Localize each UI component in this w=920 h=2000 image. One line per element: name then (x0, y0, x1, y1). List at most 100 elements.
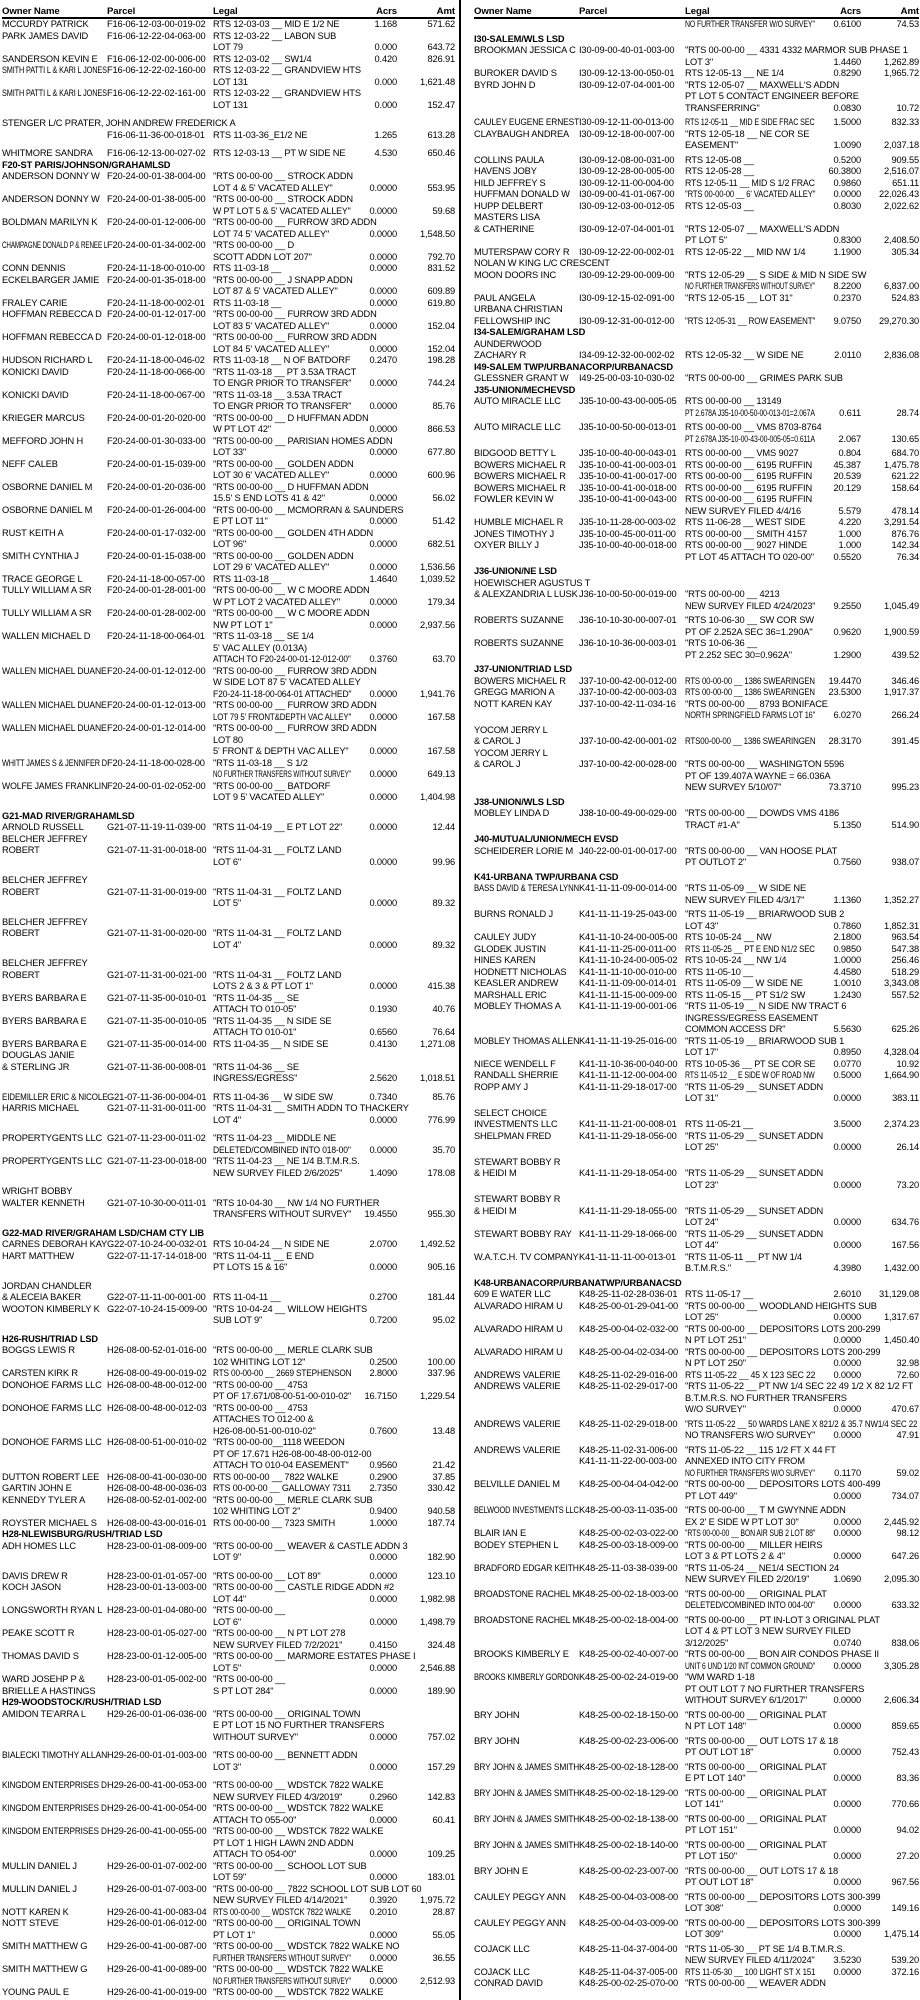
parcel-cell: F20-24-00-01-34-002-00 (107, 240, 206, 250)
legal-cell: "RTS 00-00-00 __ WDSTCK 7822 WALKE (213, 1826, 384, 1836)
amount-cell (397, 482, 455, 494)
amount-cell (861, 1563, 919, 1575)
acres-cell: 1.0000 (369, 1517, 397, 1528)
amount-cell (861, 1540, 919, 1552)
acres-cell (815, 1108, 861, 1120)
table-row: PT OUT LOT 7 NO FURTHER TRANSFERS (474, 1684, 919, 1696)
parcel-cell: K48-25-00-04-02-032-00 (579, 1323, 679, 1334)
parcel-cell: F20-24-11-18-00-067-00 (107, 389, 205, 400)
owner-cell: BYRD JOHN D (474, 79, 536, 90)
table-row: NOLAN W KING L/C CRESCENT (474, 258, 919, 270)
acres-cell (815, 304, 861, 316)
table-row: BIDGOOD BETTY L J35-10-00-40-00-043-01 RTS… (474, 448, 919, 460)
table-row: WOOTON KIMBERLY K G22-07-10-24-15-009-00 "… (2, 1304, 455, 1316)
parcel-cell (579, 725, 685, 737)
parcel-cell: J35-10-00-41-00-003-01 (579, 459, 677, 470)
amount-cell: 89.32 (432, 939, 455, 950)
parcel-cell: G22-07-11-11-00-001-00 (107, 1292, 206, 1302)
parcel-cell: F20-24-00-01-17-032-00 (107, 527, 206, 538)
amount-cell: 32.98 (896, 1358, 919, 1368)
parcel-cell (107, 1115, 213, 1127)
owner-cell (2, 183, 107, 195)
acres-cell (351, 1345, 397, 1357)
legal-cell: N PT LOT 251" (685, 1335, 746, 1345)
owner-cell (2, 1391, 107, 1403)
table-row: CHAMPAGNE DONALD P & RENEE L F20-24-00-01… (2, 240, 455, 252)
amount-cell (861, 1814, 919, 1826)
amount-cell: 734.07 (891, 1490, 919, 1501)
acres-cell (351, 1720, 397, 1732)
table-row: NOTT STEVE H29-26-00-01-06-012-00 "RTS 00-… (2, 1918, 455, 1930)
legal-cell: LOT 4 & PT LOT 3 NEW SURVEY FILED (685, 1626, 851, 1636)
parcel-cell: K48-25-00-02-18-150-00 (579, 1709, 679, 1720)
legal-cell: "RTS 11-05-24 __ NE1/4 SECTION 24 (685, 1562, 840, 1573)
table-row: NOTT KAREN KAY J37-10-00-42-11-034-16 "RTS… (474, 699, 919, 711)
amount-cell: 60.41 (432, 1814, 455, 1825)
acres-cell (351, 735, 397, 747)
legal-cell: NEW SURVEY FILED 7/2/2021" (213, 1639, 343, 1650)
parcel-cell (579, 1024, 685, 1036)
table-row: NEW SURVEY FILED 7/2/2021" 0.4150 324.48 (2, 1640, 455, 1652)
parcel-cell (579, 1600, 685, 1612)
legal-cell: "RTS 11-04-23 __ NE 1/4 B.T.M.R.S. (213, 1156, 360, 1166)
spacer-row (2, 951, 455, 958)
acres-cell (351, 1437, 397, 1449)
table-row: WITHOUT SURVEY 6/1/2017" 0.0000 2,606.34 (474, 1695, 919, 1707)
table-row: ROBERT G21-07-11-31-00-018-00 "RTS 11-04-3… (2, 845, 455, 857)
owner-cell: KEASLER ANDREW (474, 978, 559, 988)
legal-cell: PT LOT 1 HIGH LAWN 2ND ADDN (213, 1837, 354, 1848)
acres-cell: 1.0090 (833, 140, 861, 150)
acres-cell (351, 413, 397, 425)
owner-cell: BRIELLE A HASTINGS (2, 1685, 96, 1696)
parcel-cell (579, 1955, 685, 1967)
owner-cell (474, 1877, 579, 1889)
legal-cell: PT 2.252 SEC 30=0.962A" (685, 649, 792, 660)
amount-cell (861, 1206, 919, 1218)
table-row: WALTER KENNETH G21-07-10-30-00-011-01 "RTS… (2, 1198, 455, 1210)
owner-cell: PEAKE SCOTT R (2, 1628, 75, 1638)
table-row: PT 2.678A J35-10-00-43-00-005-05=0.611A 2… (474, 434, 919, 446)
table-row: 609 E WATER LLC K48-25-11-02-28-036-01 RTS… (474, 1289, 919, 1301)
amount-cell (397, 1964, 455, 1976)
table-row: ALVARADO HIRAM U K48-25-00-04-02-034-00 "R… (474, 1347, 919, 1359)
parcel-cell: H29-26-00-41-00-087-00 (107, 1941, 207, 1951)
owner-cell (474, 1312, 579, 1324)
legal-cell: RTS 11-05-25 __ PT E END N1/2 SEC (685, 943, 815, 954)
parcel-cell: H26-08-00-43-00-016-01 (107, 1517, 207, 1528)
table-row: SMITH MATTHEW G H29-26-00-41-00-089-00 "RT… (2, 1964, 455, 1976)
legal-cell: UNIT 6 UND 1/20 INT COMMON GROUND" (685, 1660, 816, 1671)
acres-cell: 0.0000 (833, 1093, 861, 1103)
parcel-cell: K48-25-00-02-25-070-00 (579, 1978, 679, 1988)
owner-cell (474, 506, 579, 518)
section-header-row: H28-NLEWISBURG/RUSH/TRIAD LSD (2, 1529, 455, 1541)
table-row: INGRESS/EGRESS EASEMENT (474, 1013, 919, 1025)
parcel-cell: G21-07-11-36-00-004-01 (107, 1091, 207, 1102)
parcel-cell: I30-09-00-40-01-003-00 (579, 45, 675, 55)
table-row: MARSHALL ERIC K41-11-11-15-00-009-00 RTS 1… (474, 990, 919, 1002)
amount-cell (861, 494, 919, 506)
parcel-cell: H26-08-00-52-01-016-00 (107, 1345, 207, 1355)
amount-cell: 83.36 (896, 1773, 919, 1783)
owner-cell (2, 1720, 107, 1732)
owner-cell: MEFFORD JOHN H (2, 435, 84, 446)
parcel-cell: I30-09-12-28-00-005-00 (579, 166, 675, 176)
acres-cell: 1.4640 (369, 573, 397, 584)
legal-cell: "RTS 00-00-00 __ MERLE CLARK SUB (213, 1345, 373, 1355)
owner-cell: KINGDOM ENTERPRISES D (2, 1803, 107, 1813)
amount-cell: 1,262.89 (884, 56, 919, 67)
legal-cell: "RTS 11-05-19 __ BRIARWOOD SUB 2 (685, 909, 845, 919)
parcel-cell: G21-07-11-36-00-008-01 (107, 1061, 207, 1072)
amount-cell: 649.13 (427, 769, 455, 779)
owner-cell (474, 782, 579, 794)
parcel-cell (579, 1393, 685, 1405)
table-row: COJACK LLC K48-25-11-04-37-005-00 RTS 11-0… (474, 1967, 919, 1979)
acres-cell: 0.3760 (369, 654, 397, 664)
table-row: PT 2.252 SEC 30=0.962A" 1.2900 439.52 (474, 650, 919, 662)
legal-cell: PT LOT 5" (685, 235, 727, 245)
owner-cell (474, 1180, 579, 1192)
parcel-cell (107, 401, 213, 413)
amount-cell: 514.90 (891, 819, 919, 830)
acres-cell: 1.1360 (833, 894, 861, 905)
acres-cell: 3.5000 (833, 1119, 861, 1129)
parcel-cell: H26-08-00-51-00-010-02 (107, 1437, 207, 1447)
